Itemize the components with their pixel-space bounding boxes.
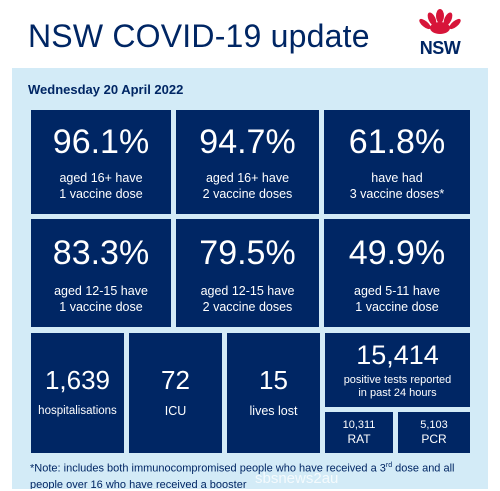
nsw-logo: NSW — [411, 8, 469, 64]
vax-label-line2: 2 vaccine doses — [202, 300, 293, 314]
stat-label: lives lost — [249, 404, 298, 418]
vax-card-12to15-dose1: 83.3% aged 12-15 have 1 vaccine dose — [31, 219, 171, 327]
vax-label-line1: aged 5-11 have — [354, 284, 440, 298]
stat-card-hospitalisations: 1,639 hospitalisations — [31, 333, 124, 453]
vax-label-line2: 1 vaccine dose — [59, 300, 143, 314]
stat-value: 5,103 — [420, 419, 448, 431]
header: NSW COVID-19 update NSW — [12, 2, 488, 68]
vax-card-16plus-dose2: 94.7% aged 16+ have 2 vaccine doses — [176, 110, 319, 214]
report-date: Wednesday 20 April 2022 — [28, 82, 184, 97]
vax-value: 83.3% — [52, 234, 150, 272]
vax-label-line1: aged 12-15 have — [54, 284, 148, 298]
stat-value: 72 — [161, 365, 190, 395]
vax-label-line2: 3 vaccine doses* — [349, 187, 445, 201]
stat-label: RAT — [347, 432, 371, 446]
vax-value: 79.5% — [199, 234, 296, 272]
vax-card-12to15-dose2: 79.5% aged 12-15 have 2 vaccine doses — [176, 219, 319, 327]
vax-label-line1: aged 16+ have — [205, 171, 290, 185]
footnote-part2: dose and all people over 16 who have rec… — [30, 462, 455, 489]
stat-card-icu: 72 ICU — [129, 333, 222, 453]
stat-label: PCR — [421, 432, 447, 446]
infographic: NSW COVID-19 update NSW Wednesday 20 Apr… — [12, 2, 488, 489]
vax-label-line2: 1 vaccine dose — [59, 187, 143, 201]
stat-value: 15 — [259, 365, 288, 395]
stat-value: 15,414 — [356, 340, 439, 370]
footnote-sup: rd — [385, 462, 393, 469]
vax-label-line2: 1 vaccine dose — [355, 300, 439, 314]
stat-card-pcr: 5,103 PCR — [398, 412, 470, 453]
stat-card-positive-tests: 15,414 positive tests reported in past 2… — [325, 333, 470, 407]
logo-text: NSW — [419, 38, 461, 58]
vax-card-16plus-dose1: 96.1% aged 16+ have 1 vaccine dose — [31, 110, 171, 214]
stat-value: 1,639 — [44, 365, 111, 395]
waratah-icon — [419, 9, 461, 34]
page-title: NSW COVID-19 update — [28, 18, 370, 54]
vax-label-line2: 2 vaccine doses — [202, 187, 293, 201]
stat-value: 10,311 — [342, 419, 376, 431]
stat-label-line2: in past 24 hours — [358, 387, 437, 399]
footnote: *Note: includes both immunocompromised p… — [30, 458, 476, 489]
stat-card-lives-lost: 15 lives lost — [227, 333, 320, 453]
footnote-part1: *Note: includes both immunocompromised p… — [30, 462, 386, 475]
stat-label: hospitalisations — [38, 405, 117, 417]
vax-label-line1: aged 16+ have — [59, 171, 143, 185]
vax-value: 94.7% — [199, 123, 296, 161]
vax-card-5to11-dose1: 49.9% aged 5-11 have 1 vaccine dose — [324, 219, 470, 327]
vax-card-dose3: 61.8% have had 3 vaccine doses* — [324, 110, 470, 214]
vax-value: 61.8% — [348, 123, 446, 161]
stat-label: ICU — [164, 404, 187, 418]
vax-label-line1: have had — [371, 171, 423, 185]
watermark: sbsnews2au — [255, 470, 339, 487]
vax-label-line1: aged 12-15 have — [200, 284, 295, 298]
stat-label-line1: positive tests reported — [343, 374, 452, 386]
stat-card-rat: 10,311 RAT — [325, 412, 393, 453]
vax-value: 96.1% — [52, 123, 150, 161]
vax-value: 49.9% — [348, 234, 446, 272]
